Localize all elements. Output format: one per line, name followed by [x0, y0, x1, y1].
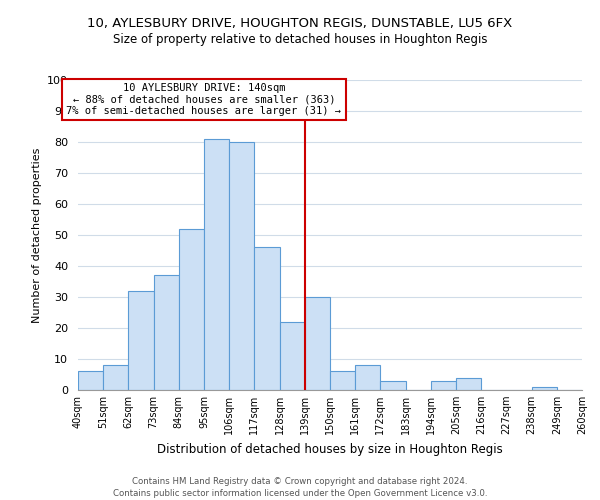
Text: 10 AYLESBURY DRIVE: 140sqm
← 88% of detached houses are smaller (363)
7% of semi: 10 AYLESBURY DRIVE: 140sqm ← 88% of deta… [67, 83, 341, 116]
Bar [128, 291, 154, 390]
Bar [380, 380, 406, 390]
Bar [532, 387, 557, 390]
Bar [456, 378, 481, 390]
Bar [154, 276, 179, 390]
Bar [78, 372, 103, 390]
Bar [330, 372, 355, 390]
Bar [355, 365, 380, 390]
Bar [305, 297, 330, 390]
Bar [229, 142, 254, 390]
Bar [204, 139, 229, 390]
Bar [103, 365, 128, 390]
Bar [179, 229, 204, 390]
Bar [431, 380, 456, 390]
Bar [254, 248, 280, 390]
Text: 10, AYLESBURY DRIVE, HOUGHTON REGIS, DUNSTABLE, LU5 6FX: 10, AYLESBURY DRIVE, HOUGHTON REGIS, DUN… [88, 18, 512, 30]
Text: Contains HM Land Registry data © Crown copyright and database right 2024.: Contains HM Land Registry data © Crown c… [132, 478, 468, 486]
Text: Contains public sector information licensed under the Open Government Licence v3: Contains public sector information licen… [113, 489, 487, 498]
Bar [280, 322, 305, 390]
X-axis label: Distribution of detached houses by size in Houghton Regis: Distribution of detached houses by size … [157, 442, 503, 456]
Text: Size of property relative to detached houses in Houghton Regis: Size of property relative to detached ho… [113, 32, 487, 46]
Y-axis label: Number of detached properties: Number of detached properties [32, 148, 42, 322]
